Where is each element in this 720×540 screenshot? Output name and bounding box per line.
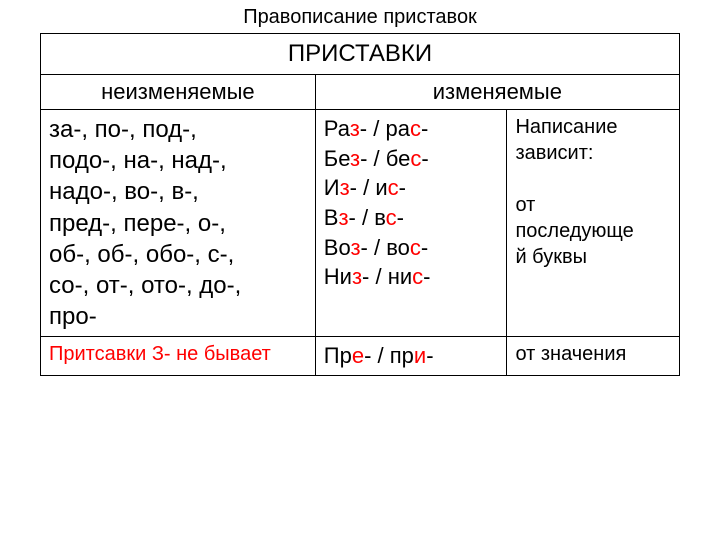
cell-pre-pri: Пре- / при- (315, 337, 507, 376)
pre-pri-mid: - / пр (364, 343, 414, 368)
page-title: Правописание приставок (0, 0, 720, 33)
depends-line4: последующе (515, 220, 633, 242)
pre-pri-e: е (352, 343, 364, 368)
pre-pri-i: и (414, 343, 426, 368)
cell-unchanged-prefixes: за-, по-, под-,подо-, на-, над-,надо-, в… (41, 110, 316, 337)
cell-depends-on-letter: Написание зависит: от последующе й буквы (507, 110, 680, 337)
subheader-right: изменяемые (315, 75, 679, 110)
depends-line1: Написание (515, 116, 617, 138)
cell-zs-pairs: Раз- / рас-Без- / бес-Из- / ис-Вз- / вс-… (315, 110, 507, 337)
depends-line3: от (515, 194, 535, 216)
depends-line2: зависит: (515, 142, 593, 164)
table-header: ПРИСТАВКИ (41, 34, 680, 75)
pre-pri-a: Пр (324, 343, 352, 368)
depends-line5: й буквы (515, 246, 587, 268)
pre-pri-suf: - (426, 343, 433, 368)
cell-no-z-prefix: Притсавки З- не бывает (41, 337, 316, 376)
subheader-left: неизменяемые (41, 75, 316, 110)
prefix-table: ПРИСТАВКИ неизменяемые изменяемые за-, п… (40, 33, 680, 376)
cell-depends-on-meaning: от значения (507, 337, 680, 376)
